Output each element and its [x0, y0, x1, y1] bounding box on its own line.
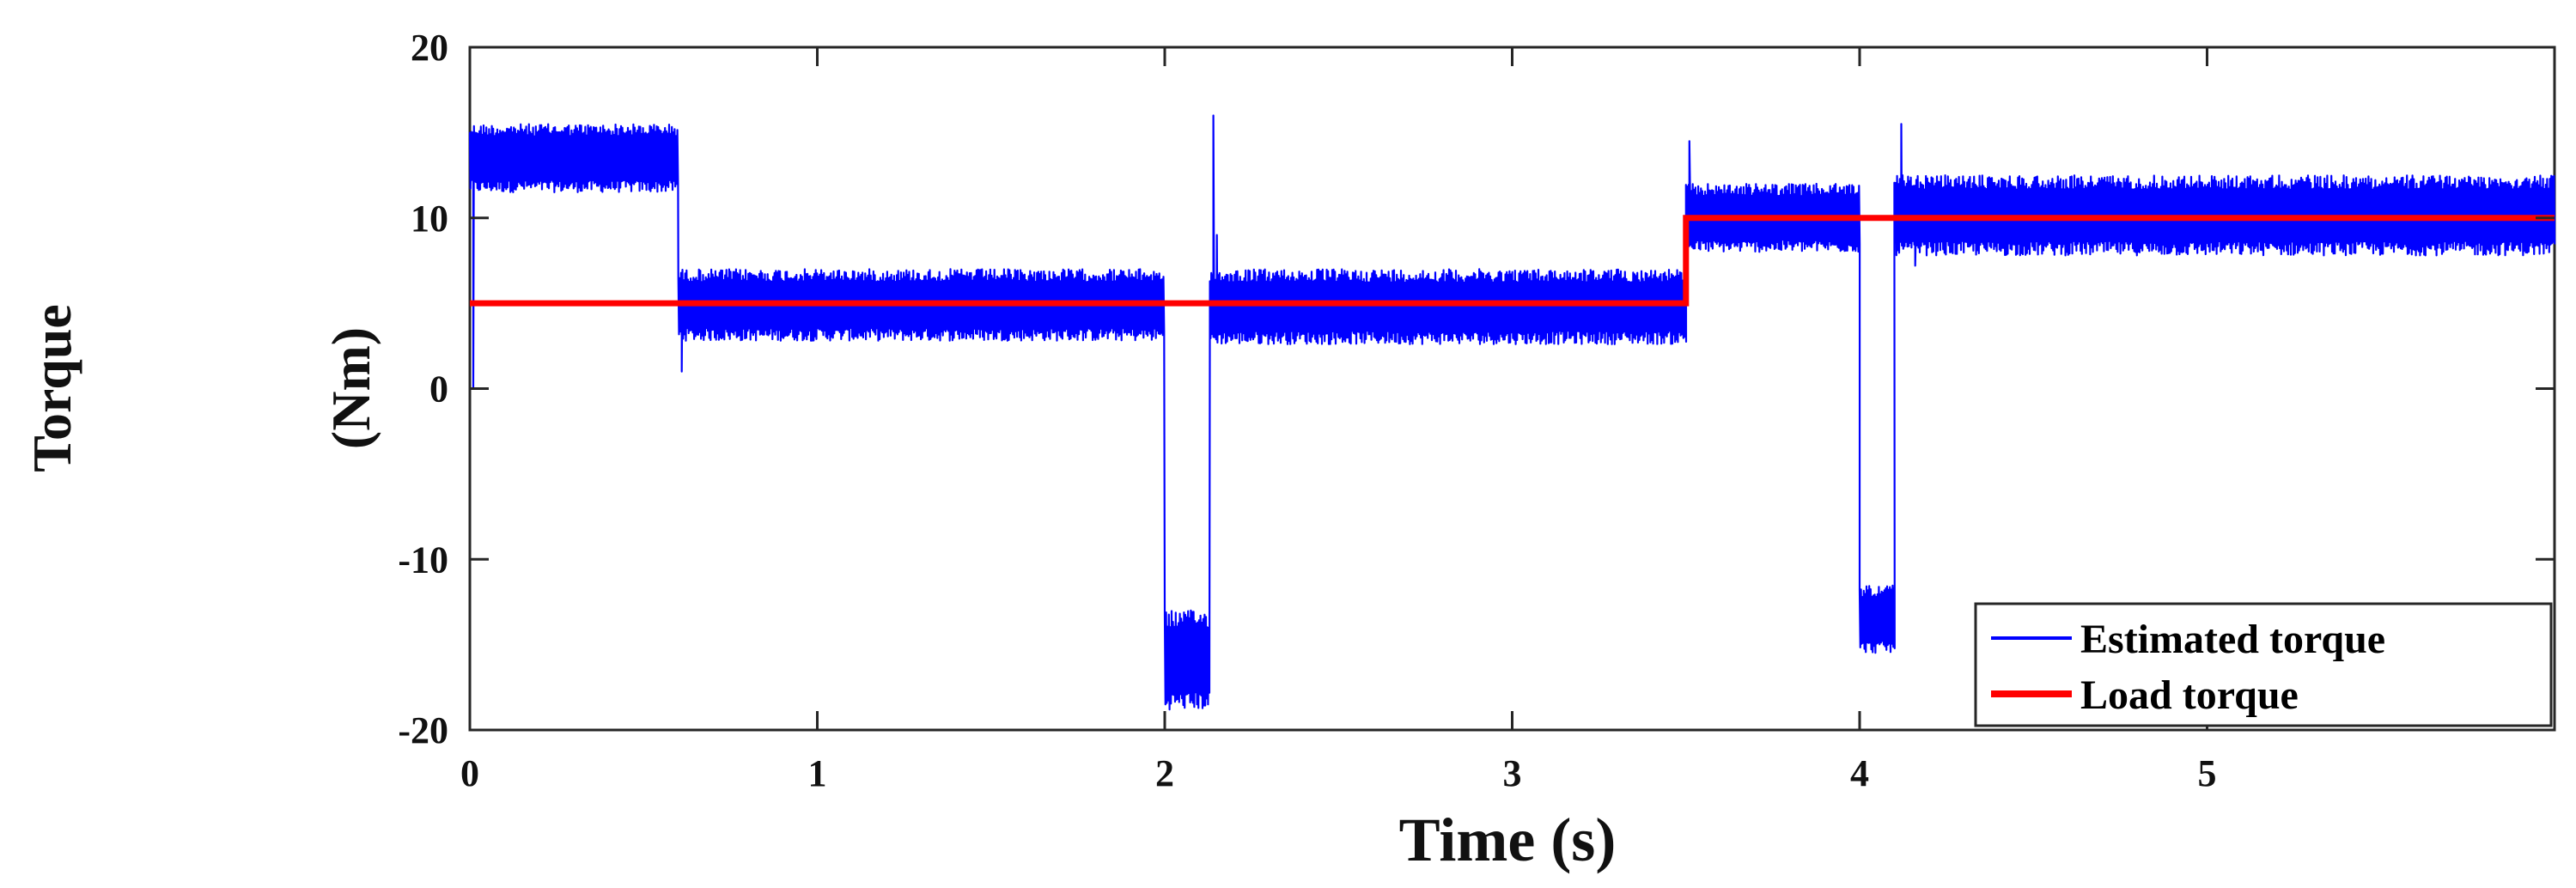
y-tick-label: -10: [398, 538, 448, 581]
x-tick-label: 4: [1850, 752, 1869, 794]
y-tick-label: 20: [411, 27, 448, 69]
y-tick-label: -20: [398, 709, 448, 751]
load-torque-line: [470, 215, 2555, 307]
y-tick-label: 0: [429, 368, 448, 411]
x-tick-label: 5: [2198, 752, 2217, 794]
y-tick-label: 10: [411, 198, 448, 240]
x-tick-label: 2: [1155, 752, 1174, 794]
y-axis-ticks: -20 -10 0 10 20: [398, 27, 2555, 751]
series-estimated-torque: [468, 114, 2556, 711]
legend-box: [1974, 602, 2553, 727]
legend: Estimated torque Load torque: [1974, 602, 2553, 727]
x-tick-label: 1: [808, 752, 827, 794]
x-axis-ticks: 0 1 2 3 4 5: [460, 47, 2217, 794]
y-axis-label-unit: (Nm): [320, 327, 381, 449]
series-load-torque: [470, 215, 2555, 307]
legend-label-estimated-torque: Estimated torque: [2080, 617, 2385, 662]
estimated-torque-line: [468, 114, 2556, 711]
legend-label-load-torque: Load torque: [2080, 672, 2299, 718]
y-axis-label-quantity: Torque: [21, 304, 82, 472]
x-tick-label: 0: [460, 752, 479, 794]
x-axis-label: Time (s): [1399, 806, 1617, 874]
x-tick-label: 3: [1503, 752, 1522, 794]
